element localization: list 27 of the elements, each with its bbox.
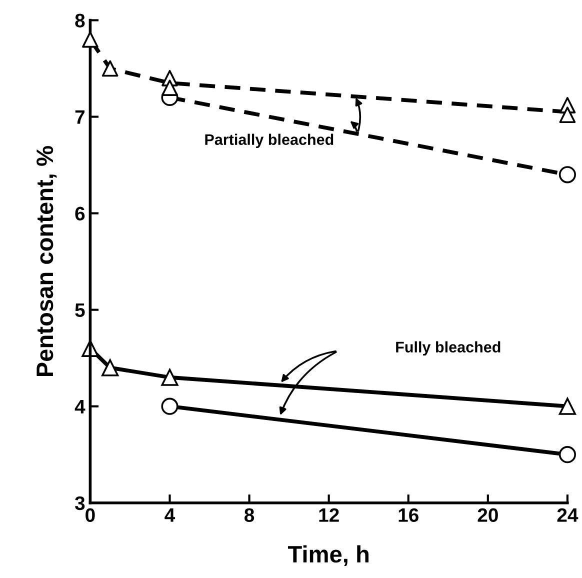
point xyxy=(102,359,119,376)
x-tick-label: 0 xyxy=(86,508,95,522)
x-tick-label: 16 xyxy=(398,508,418,522)
point xyxy=(558,446,576,464)
x-tick-label: 20 xyxy=(478,508,498,522)
y-tick-label: 6 xyxy=(75,206,85,221)
point xyxy=(102,60,118,77)
y-axis-title: Pentosan content, % xyxy=(36,146,57,376)
y-tick-label: 8 xyxy=(75,14,85,28)
point xyxy=(82,31,98,48)
y-tick-label: 4 xyxy=(74,400,86,414)
point xyxy=(162,80,178,96)
point xyxy=(559,106,576,124)
x-tick-label: 4 xyxy=(164,508,176,522)
point xyxy=(161,368,178,386)
point xyxy=(558,166,576,184)
y-tick-label: 7 xyxy=(75,110,84,124)
point xyxy=(558,398,576,415)
y-tick-label: 3 xyxy=(74,496,85,510)
point xyxy=(161,398,178,415)
x-tick-label: 12 xyxy=(319,508,339,522)
x-tick-label: 24 xyxy=(557,508,578,522)
annotation: Partially bleached xyxy=(205,134,334,148)
x-tick-label: 8 xyxy=(244,508,254,522)
x-axis-title: Time, h xyxy=(288,545,368,566)
annotation: Fully bleached xyxy=(396,341,500,356)
y-tick-label: 5 xyxy=(75,303,85,318)
